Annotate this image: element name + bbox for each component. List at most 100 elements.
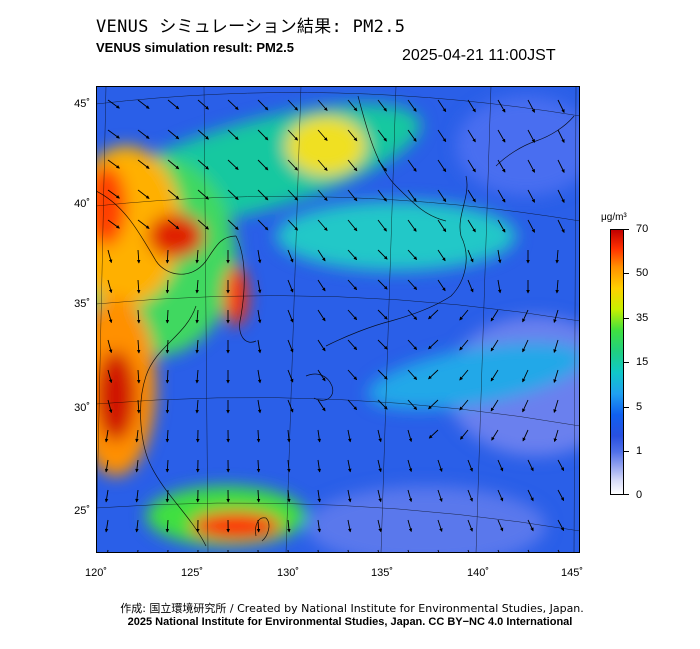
wind-arrow xyxy=(167,159,180,170)
lon-label-125: 125˚ xyxy=(180,567,204,579)
wind-arrow xyxy=(165,459,170,473)
wind-arrow xyxy=(347,99,358,112)
wind-arrow xyxy=(437,519,443,532)
title-japanese: VENUS シミュレーション結果: PM2.5 xyxy=(96,17,406,37)
graticule xyxy=(96,86,580,553)
wind-arrow xyxy=(467,549,470,553)
wind-arrow xyxy=(257,249,262,264)
wind-arrow xyxy=(407,429,413,443)
wind-arrow xyxy=(437,99,447,113)
wind-arrow xyxy=(317,339,326,352)
wind-arrow xyxy=(490,339,499,352)
wind-arrow xyxy=(437,159,447,173)
wind-arrow xyxy=(135,429,139,443)
wind-arrow xyxy=(227,99,239,111)
wind-arrow xyxy=(527,129,535,143)
wind-arrow xyxy=(317,189,328,201)
wind-arrow xyxy=(428,309,439,320)
wind-arrow xyxy=(135,519,139,533)
wind-arrow xyxy=(107,369,113,384)
wind-arrow xyxy=(527,549,530,553)
wind-arrow xyxy=(497,129,506,143)
colorbar xyxy=(610,229,624,495)
wind-arrow xyxy=(165,429,170,443)
wind-arrow xyxy=(317,399,326,412)
wind-arrow xyxy=(317,279,326,292)
wind-arrow xyxy=(197,159,209,170)
wind-arrow xyxy=(227,129,239,141)
wind-arrow xyxy=(407,189,417,202)
wind-arrow xyxy=(377,219,387,232)
wind-arrow xyxy=(347,369,358,381)
wind-arrow xyxy=(347,309,358,321)
wind-arrow xyxy=(287,219,299,231)
wind-arrow xyxy=(553,369,559,383)
wind-arrow xyxy=(347,279,358,291)
wind-arrow xyxy=(407,309,418,321)
wind-arrow xyxy=(257,339,262,354)
wind-arrow xyxy=(256,429,261,443)
wind-arrow xyxy=(437,219,447,233)
wind-arrow xyxy=(497,249,502,264)
wind-arrow xyxy=(407,339,418,351)
timestamp: 2025-04-21 11:00JST xyxy=(402,47,556,64)
wind-arrow xyxy=(287,159,299,171)
wind-arrow xyxy=(347,339,358,351)
wind-arrow xyxy=(497,549,500,553)
wind-arrow xyxy=(428,429,439,439)
wind-arrow xyxy=(467,489,473,502)
lat-label-35: 35˚ xyxy=(74,298,90,310)
wind-arrow xyxy=(107,249,113,264)
wind-arrow xyxy=(136,309,141,324)
lon-label-140: 140˚ xyxy=(466,567,490,579)
colorbar-tick xyxy=(624,494,629,495)
lat-label-25: 25˚ xyxy=(74,505,90,517)
lat-label-30: 30˚ xyxy=(74,402,90,414)
colorbar-tick xyxy=(624,273,629,274)
wind-arrow xyxy=(557,99,565,114)
wind-arrow xyxy=(467,519,473,532)
coastlines xyxy=(96,95,575,547)
wind-arrow xyxy=(287,399,294,413)
wind-arrow xyxy=(257,129,269,141)
wind-arrow xyxy=(497,219,506,233)
wind-arrow xyxy=(527,99,535,113)
lat-label-40: 40˚ xyxy=(74,198,90,210)
wind-arrow xyxy=(527,519,534,532)
wind-arrow xyxy=(317,249,326,262)
wind-arrow xyxy=(135,459,139,473)
wind-arrow xyxy=(527,189,535,203)
wind-arrow xyxy=(437,249,446,262)
credit-english: 2025 National Institute for Environmenta… xyxy=(127,616,573,628)
wind-arrow xyxy=(557,219,565,234)
wind-arrow xyxy=(377,429,382,443)
wind-arrow xyxy=(347,489,352,503)
wind-arrow xyxy=(136,279,141,294)
wind-arrow xyxy=(407,129,417,142)
colorbar-tick xyxy=(624,229,629,230)
wind-arrow xyxy=(522,369,529,383)
wind-arrow xyxy=(167,99,180,110)
wind-arrow xyxy=(347,459,352,473)
wind-arrow xyxy=(377,369,388,380)
wind-arrow xyxy=(136,369,141,384)
wind-arrow xyxy=(428,339,439,350)
wind-arrow xyxy=(490,309,499,322)
wind-arrow xyxy=(107,99,120,109)
wind-arrow xyxy=(497,519,504,532)
wind-arrow xyxy=(407,399,418,411)
wind-arrow xyxy=(557,189,565,204)
wind-arrow xyxy=(197,129,209,140)
wind-arrow xyxy=(256,459,261,473)
wind-arrow xyxy=(377,489,382,503)
wind-arrow xyxy=(167,129,180,140)
wind-arrow xyxy=(497,99,506,113)
wind-arrow xyxy=(195,399,199,414)
wind-arrow xyxy=(347,159,358,172)
wind-arrow xyxy=(347,519,352,533)
colorbar-tick xyxy=(624,407,629,408)
wind-arrow xyxy=(459,339,469,351)
wind-arrow xyxy=(497,159,506,173)
wind-arrow xyxy=(377,189,387,202)
colorbar-label-50: 50 xyxy=(636,267,649,279)
